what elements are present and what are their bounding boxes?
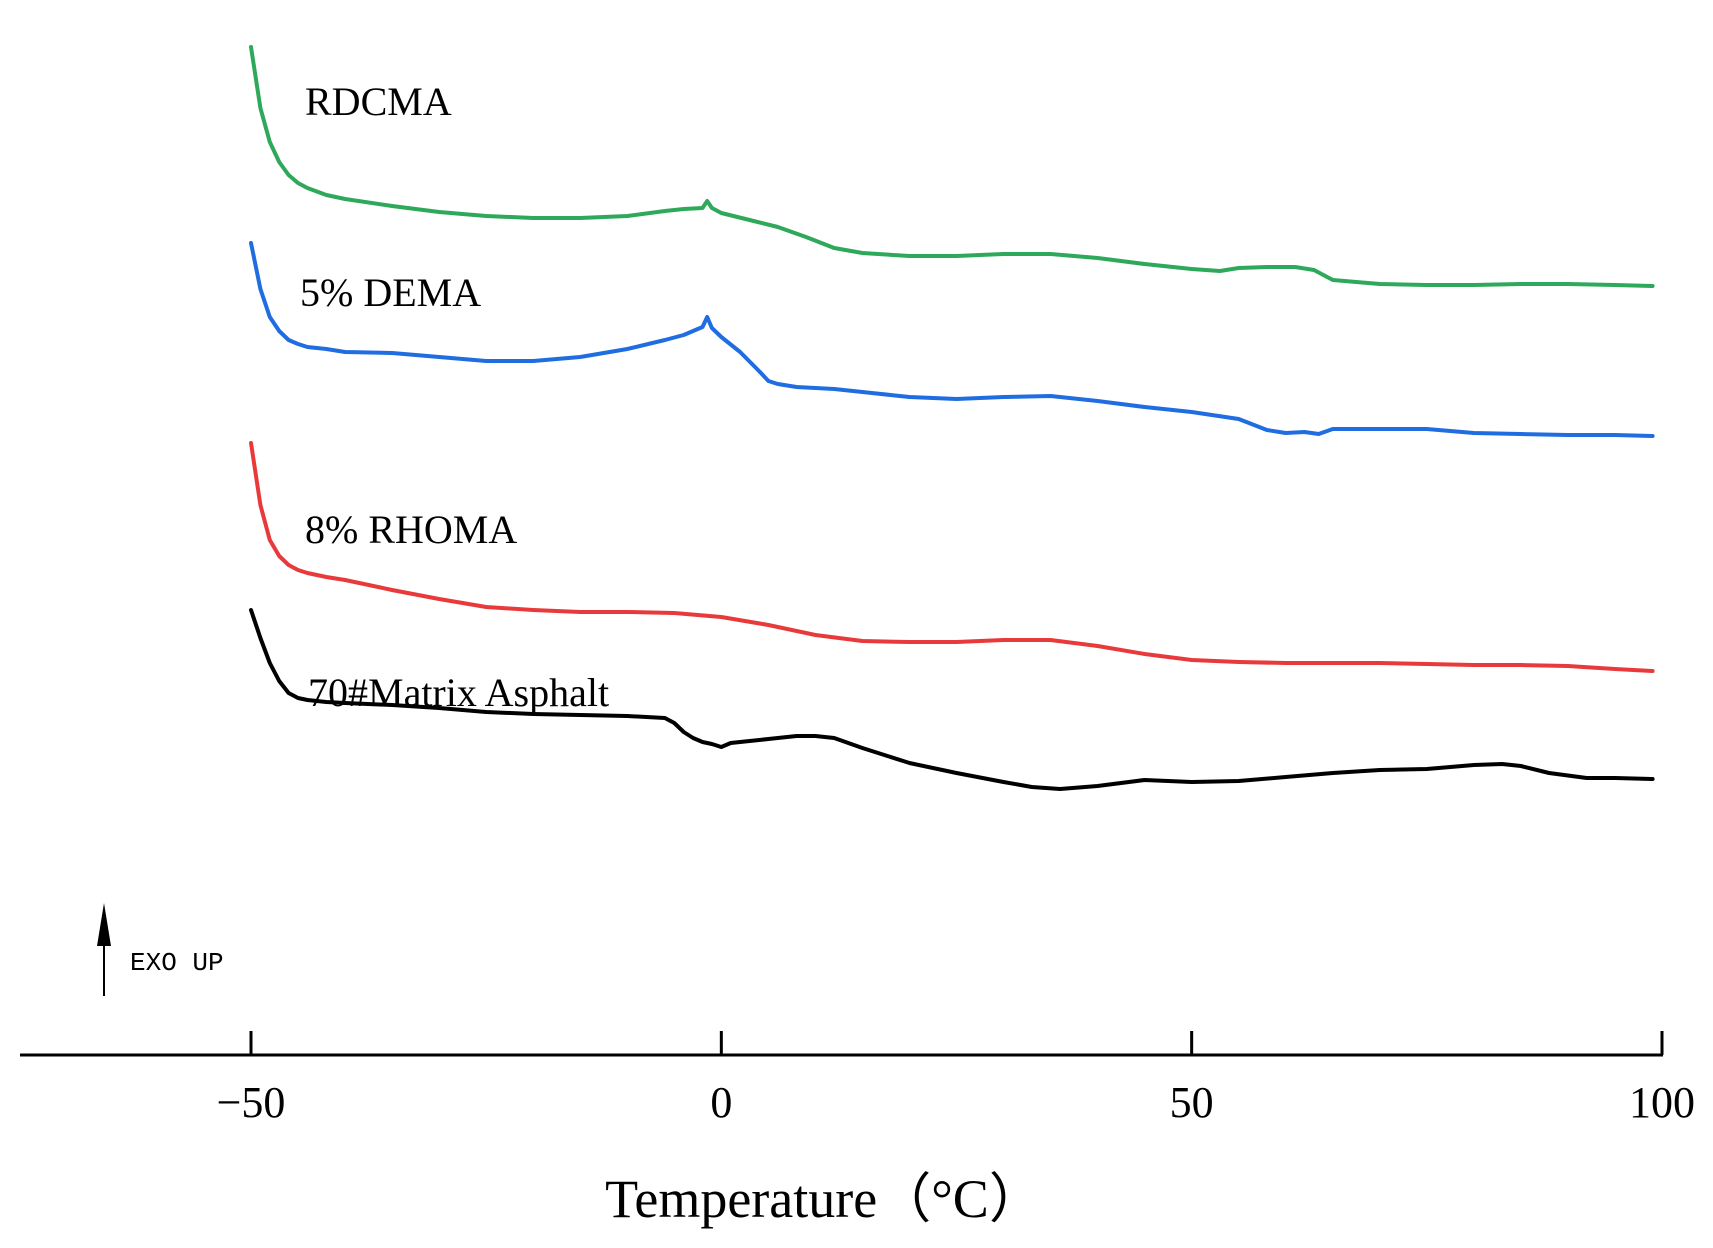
- series-label-70-matrix-asphalt: 70#Matrix Asphalt: [308, 670, 609, 715]
- x-axis-title: Temperature（°C）: [605, 1169, 1043, 1229]
- series-labels: RDCMA 5% DEMA 8% RHOMA 70#Matrix Asphalt: [300, 79, 609, 715]
- x-tick-label-3: 100: [1629, 1078, 1695, 1127]
- series-line-8-rhoma: [249, 441, 1655, 673]
- x-axis-ticks: [249, 1031, 1664, 1055]
- series-label-8-rhoma: 8% RHOMA: [305, 507, 517, 552]
- x-tick-label-2: 50: [1170, 1078, 1214, 1127]
- series-line-5-dema: [249, 241, 1655, 438]
- series-label-rdcma: RDCMA: [305, 79, 452, 124]
- exo-up-annotation: EXO UP: [97, 903, 224, 996]
- x-axis-tick-labels: −50 0 50 100: [217, 1078, 1695, 1127]
- series-curves: [249, 45, 1655, 791]
- exo-up-arrow-icon: [97, 903, 111, 946]
- exo-up-label: EXO UP: [130, 948, 224, 978]
- series-line-rdcma: [249, 45, 1655, 288]
- x-tick-label-1: 0: [710, 1078, 732, 1127]
- x-tick-label-0: −50: [217, 1078, 286, 1127]
- series-label-5-dema: 5% DEMA: [300, 270, 481, 315]
- series-line-70-matrix-asphalt: [249, 608, 1655, 791]
